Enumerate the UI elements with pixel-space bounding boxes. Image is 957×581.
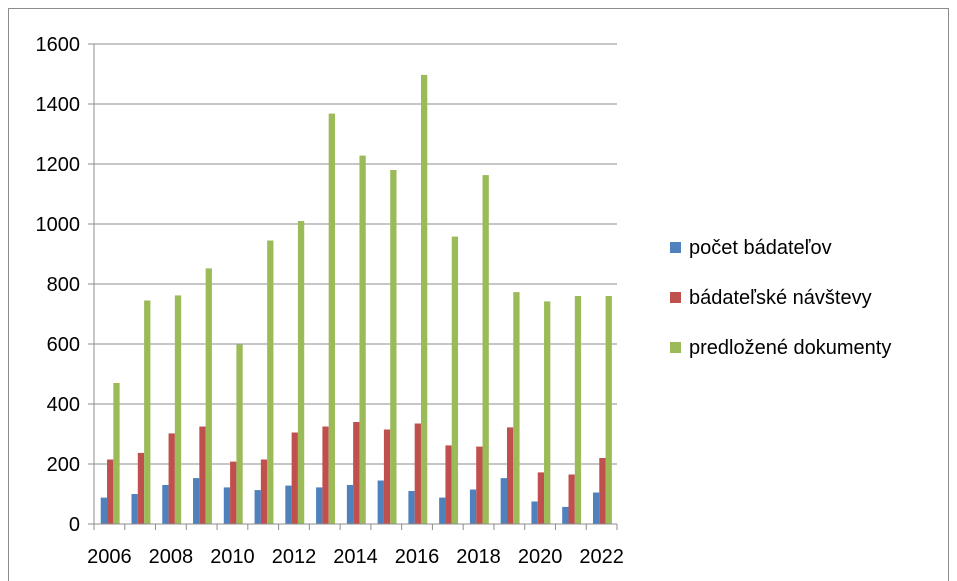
- x-tick-label: 2008: [149, 546, 194, 568]
- x-tick-label: 2014: [333, 546, 378, 568]
- x-axis: 2006 2008 2010 2012 2014 2016 2018 2020 2022: [87, 523, 624, 568]
- bar: [562, 506, 569, 524]
- bar: [531, 501, 538, 524]
- x-tick-label: 2012: [272, 546, 317, 568]
- bar: [100, 497, 108, 524]
- bar: [230, 461, 237, 524]
- legend-label: bádateľské návštevy: [689, 287, 872, 309]
- bar: [383, 429, 391, 524]
- bar: [236, 344, 243, 524]
- legend-label: počet bádateľov: [689, 237, 832, 259]
- bar: [297, 221, 305, 524]
- bar: [408, 491, 415, 524]
- bar: [254, 490, 261, 524]
- bar: [322, 426, 329, 524]
- bar: [537, 472, 545, 524]
- bar: [316, 487, 323, 524]
- bar: [506, 427, 514, 524]
- bar: [144, 300, 151, 524]
- x-tick-label: 2022: [579, 546, 624, 568]
- bar: [353, 422, 360, 524]
- x-tick-label: 2016: [395, 546, 440, 568]
- bar: [513, 292, 520, 524]
- bar: [574, 296, 582, 524]
- bar: [568, 474, 575, 524]
- bar: [193, 478, 200, 524]
- bar: [113, 383, 120, 524]
- bar: [544, 301, 551, 524]
- bar: [451, 236, 459, 524]
- bar: [168, 433, 175, 524]
- bar: [162, 485, 169, 524]
- legend-swatch: [670, 292, 681, 303]
- bar: [199, 426, 206, 524]
- bar: [174, 295, 182, 524]
- bar: [131, 494, 138, 524]
- y-tick-label: 1000: [36, 214, 81, 236]
- bar: [107, 459, 114, 524]
- bar: [414, 423, 421, 524]
- y-tick-label: 1400: [36, 94, 81, 116]
- bar: [390, 170, 397, 524]
- legend-swatch: [670, 242, 681, 253]
- y-tick-label: 200: [47, 454, 80, 476]
- y-tick-label: 600: [47, 334, 80, 356]
- x-tick-label: 2010: [210, 546, 255, 568]
- bar: [469, 489, 477, 524]
- legend-label: predložené dokumenty: [689, 337, 891, 359]
- bar: [267, 240, 274, 524]
- bars: [100, 74, 612, 525]
- y-tick-label: 1600: [36, 34, 81, 56]
- x-tick-label: 2006: [87, 546, 132, 568]
- bar: [137, 452, 145, 524]
- bar: [377, 480, 384, 524]
- bar: [359, 155, 366, 524]
- legend: počet bádateľov bádateľské návštevy predlo…: [670, 237, 891, 359]
- bar: [223, 487, 231, 524]
- bar: [599, 458, 606, 524]
- y-tick-label: 0: [69, 514, 80, 536]
- x-tick-label: 2020: [518, 546, 563, 568]
- x-tick-label: 2018: [456, 546, 501, 568]
- bar: [592, 492, 600, 524]
- bar: [445, 445, 452, 524]
- y-tick-label: 400: [47, 394, 80, 416]
- y-tick-label: 800: [47, 274, 80, 296]
- bar: [420, 74, 428, 525]
- bar: [260, 459, 268, 524]
- bar: [205, 268, 212, 524]
- gridlines: [94, 43, 617, 465]
- y-axis: 0 200 400 600 800 1000 1200 1400 1600: [36, 34, 95, 536]
- bar: [439, 497, 446, 524]
- bar: [291, 432, 298, 524]
- bar: [476, 446, 483, 524]
- bar: [500, 478, 507, 524]
- bar: [605, 296, 612, 524]
- bar: [346, 485, 354, 524]
- y-tick-label: 1200: [36, 154, 81, 176]
- bar: [328, 113, 335, 524]
- bar: [482, 175, 489, 524]
- legend-swatch: [670, 342, 681, 353]
- bar: [285, 485, 292, 524]
